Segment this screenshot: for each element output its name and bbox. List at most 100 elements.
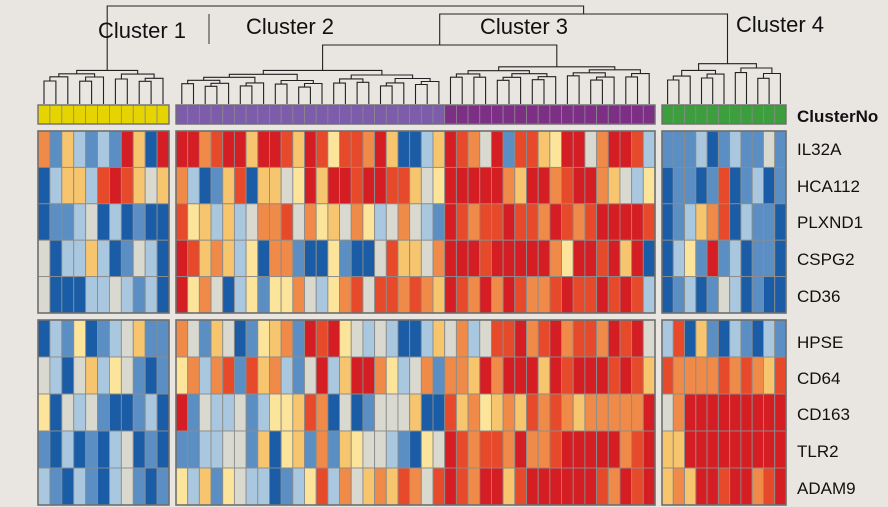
gene-label-hpse: HPSE [797,333,843,352]
heatmap-cell [572,467,586,506]
heatmap-cell [362,166,376,205]
cluster-anno-cell [729,104,742,125]
heatmap-cell [479,356,492,395]
heatmap-cell [97,166,110,205]
heatmap-cell [233,276,247,314]
heatmap-cell [108,203,122,241]
cluster-anno-cell [642,104,656,125]
heatmap-cell [362,319,376,358]
heatmap-cell [514,356,527,395]
heatmap-cell [245,276,259,314]
heatmap-cell [85,393,98,432]
heatmap-cell [751,239,764,278]
cluster-anno-cell [245,104,259,125]
heatmap-cell [280,430,294,469]
heatmap-cell [187,467,200,506]
heatmap-cell [584,239,598,278]
heatmap-cell [132,239,146,278]
heatmap-cell [774,130,787,168]
heatmap-cell [210,239,224,278]
heatmap-cell [502,356,516,395]
heatmap-cell [549,203,562,241]
heatmap-cell [561,276,574,314]
heatmap-cell [245,356,259,395]
heatmap-cell [444,356,457,395]
heatmap-cell [537,276,551,314]
heatmap-cell [233,203,247,241]
heatmap-block-frame [661,130,787,314]
heatmap-cell [85,166,98,205]
heatmap-cell [467,319,481,358]
cluster-anno-cell [222,104,235,125]
heatmap-cell [292,276,305,314]
heatmap-cell [455,430,469,469]
heatmap-cell [120,393,134,432]
heatmap-cell [280,393,294,432]
heatmap-cell [561,319,574,358]
heatmap-cell [444,130,457,168]
heatmap-cell [490,393,504,432]
cluster-anno-cell [607,104,621,125]
heatmap-cell [350,276,364,314]
heatmap-cell [672,319,685,358]
heatmap-cell [120,319,134,358]
heatmap-cell [385,393,399,432]
heatmap-cell [490,166,504,205]
heatmap-cell [672,203,685,241]
heatmap-cell [222,467,235,506]
heatmap-cell [706,203,719,241]
heatmap-cell [526,130,539,168]
heatmap-cell [292,203,305,241]
heatmap-cell [717,166,731,205]
heatmap-cell [304,239,317,278]
heatmap-cell [740,430,753,469]
heatmap-cell [49,166,63,205]
heatmap-cell [467,239,481,278]
heatmap-cell [706,166,719,205]
heatmap-cell [327,276,341,314]
heatmap-cell [257,393,270,432]
heatmap-cell [245,430,259,469]
heatmap-cell [222,430,235,469]
heatmap-cell [210,130,224,168]
heatmap-cell [233,319,247,358]
heatmap-cell [210,356,224,395]
heatmap-cell [479,130,492,168]
heatmap-cell [467,430,481,469]
heatmap-cell [661,356,674,395]
heatmap-cell [572,239,586,278]
cluster-anno-cell [73,104,87,125]
heatmap-cell [584,276,598,314]
heatmap-cell [245,319,259,358]
heatmap-cell [619,239,633,278]
heatmap-cell [572,130,586,168]
heatmap-cell [315,430,329,469]
cluster-anno-cell [187,104,200,125]
cluster-anno-cell [526,104,539,125]
heatmap-cell [339,276,352,314]
heatmap-cell [467,393,481,432]
heatmap-cell [561,130,574,168]
heatmap-cell [257,130,270,168]
heatmap-cell [327,203,341,241]
heatmap-cell [97,319,110,358]
heatmap-cell [455,166,469,205]
heatmap-cell [198,130,212,168]
heatmap-cell [514,130,527,168]
heatmap-cell [198,239,212,278]
heatmap-cell [444,166,457,205]
cluster-anno-cell [292,104,305,125]
heatmap-cell [774,467,787,506]
heatmap-cell [292,430,305,469]
cluster-anno-cell [61,104,75,125]
heatmap-cell [706,467,719,506]
heatmap-cell [695,130,708,168]
heatmap-cell [120,356,134,395]
heatmap-cell [85,239,98,278]
cluster-anno-cell [717,104,731,125]
heatmap-cell [596,276,609,314]
heatmap-cell [233,166,247,205]
heatmap-cell [717,430,731,469]
heatmap-cell [120,467,134,506]
heatmap-cell [684,166,697,205]
